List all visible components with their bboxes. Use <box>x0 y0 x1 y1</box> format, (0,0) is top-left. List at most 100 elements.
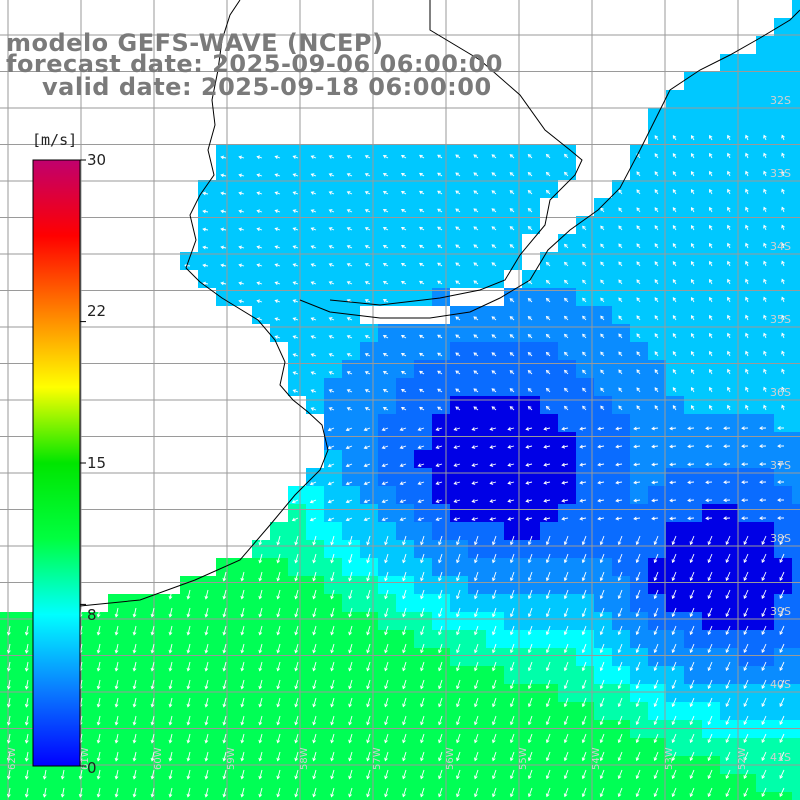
wind-arrow-head <box>292 389 297 393</box>
wind-arrow-head <box>384 541 388 546</box>
wind-arrow <box>690 751 695 761</box>
wind-arrow <box>528 535 533 545</box>
wind-arrow-head <box>563 243 568 248</box>
wind-arrow <box>436 499 443 503</box>
wind-arrow <box>669 481 677 484</box>
wave-cell <box>684 306 702 324</box>
wind-arrow <box>690 661 695 671</box>
wind-arrow <box>364 427 371 431</box>
wind-arrow <box>187 607 191 617</box>
wind-arrow <box>725 769 731 779</box>
wave-cell <box>648 612 666 630</box>
wind-arrow-head <box>654 153 659 157</box>
wave-cell <box>378 612 396 630</box>
wind-arrow-head <box>24 667 29 672</box>
wind-arrow-head <box>545 279 550 284</box>
wave-cell <box>522 288 540 306</box>
wave-cell <box>720 522 738 540</box>
wind-arrow-head <box>420 649 424 654</box>
wave-cell <box>738 180 756 198</box>
wave-cell <box>0 702 18 720</box>
wave-cell <box>306 234 324 252</box>
wind-arrow-head <box>745 224 749 229</box>
wave-cell <box>378 396 396 414</box>
wind-arrow-head <box>633 444 637 449</box>
wind-arrow-head <box>563 595 568 600</box>
wind-arrow-head <box>420 757 424 762</box>
wave-cell <box>576 522 594 540</box>
wind-arrow <box>205 625 209 635</box>
wind-arrow <box>384 679 389 689</box>
wind-arrow <box>618 535 623 545</box>
wind-arrow-head <box>725 775 730 780</box>
wind-arrow-head <box>509 685 514 690</box>
wave-cell <box>792 90 800 108</box>
wind-arrow-head <box>779 703 783 707</box>
wind-arrow <box>761 553 767 563</box>
wave-cell <box>342 414 360 432</box>
wind-arrow <box>636 535 641 545</box>
wind-arrow-head <box>600 351 604 356</box>
wind-arrow <box>546 643 551 653</box>
wave-cell <box>630 594 648 612</box>
wind-arrow-head <box>545 541 550 546</box>
wave-cell <box>324 666 342 684</box>
wind-arrow <box>364 499 371 503</box>
wind-arrow-head <box>453 445 458 449</box>
wind-arrow-head <box>330 721 334 726</box>
wave-cell <box>756 216 774 234</box>
wave-cell <box>522 144 540 162</box>
wave-cell <box>792 360 800 378</box>
wave-cell <box>324 396 342 414</box>
wind-arrow-head <box>258 631 263 636</box>
wave-cell <box>612 360 630 378</box>
wave-cell <box>684 90 702 108</box>
wind-arrow <box>420 697 425 707</box>
wind-arrow <box>526 427 533 430</box>
wind-arrow <box>510 715 515 725</box>
wave-cell <box>738 432 756 450</box>
wind-arrow-head <box>330 775 334 780</box>
wave-cell <box>216 180 234 198</box>
wind-arrow-head <box>509 631 514 636</box>
wind-arrow-head <box>761 595 766 599</box>
wind-arrow <box>492 751 497 761</box>
wind-arrow <box>151 751 155 761</box>
wind-arrow <box>223 679 227 689</box>
wind-arrow-head <box>258 577 263 582</box>
wind-arrow-head <box>473 352 478 356</box>
wave-cell <box>306 540 324 558</box>
wind-arrow <box>528 661 533 671</box>
wind-arrow-head <box>636 225 640 229</box>
wave-cell <box>684 396 702 414</box>
wind-arrow-head <box>779 793 783 797</box>
wave-cell <box>234 198 252 216</box>
wind-arrow <box>292 499 299 503</box>
wind-arrow-head <box>636 369 640 373</box>
wave-cell <box>306 702 324 720</box>
wind-arrow-head <box>636 297 640 301</box>
wind-arrow-head <box>474 757 478 762</box>
wind-arrow <box>564 715 569 725</box>
wave-cell <box>414 486 432 504</box>
wave-cell <box>576 792 594 800</box>
wave-cell <box>792 504 800 522</box>
wave-cell <box>648 576 666 594</box>
wind-arrow-head <box>690 242 695 247</box>
wind-arrow-head <box>582 315 586 320</box>
colorbar-tick-label: 15 <box>87 454 107 472</box>
wind-arrow-head <box>330 613 334 618</box>
wind-arrow <box>600 535 605 545</box>
wave-cell <box>450 252 468 270</box>
wind-arrow-head <box>491 775 496 780</box>
wave-cell <box>792 144 800 162</box>
wind-arrow <box>400 445 407 449</box>
wind-arrow-head <box>327 445 332 450</box>
wind-arrow-head <box>563 631 568 636</box>
wind-arrow-head <box>582 333 586 338</box>
wind-arrow-head <box>310 353 315 357</box>
wave-cell <box>270 576 288 594</box>
wave-cell <box>216 702 234 720</box>
wind-arrow-head <box>364 317 369 321</box>
wind-arrow <box>582 589 587 599</box>
